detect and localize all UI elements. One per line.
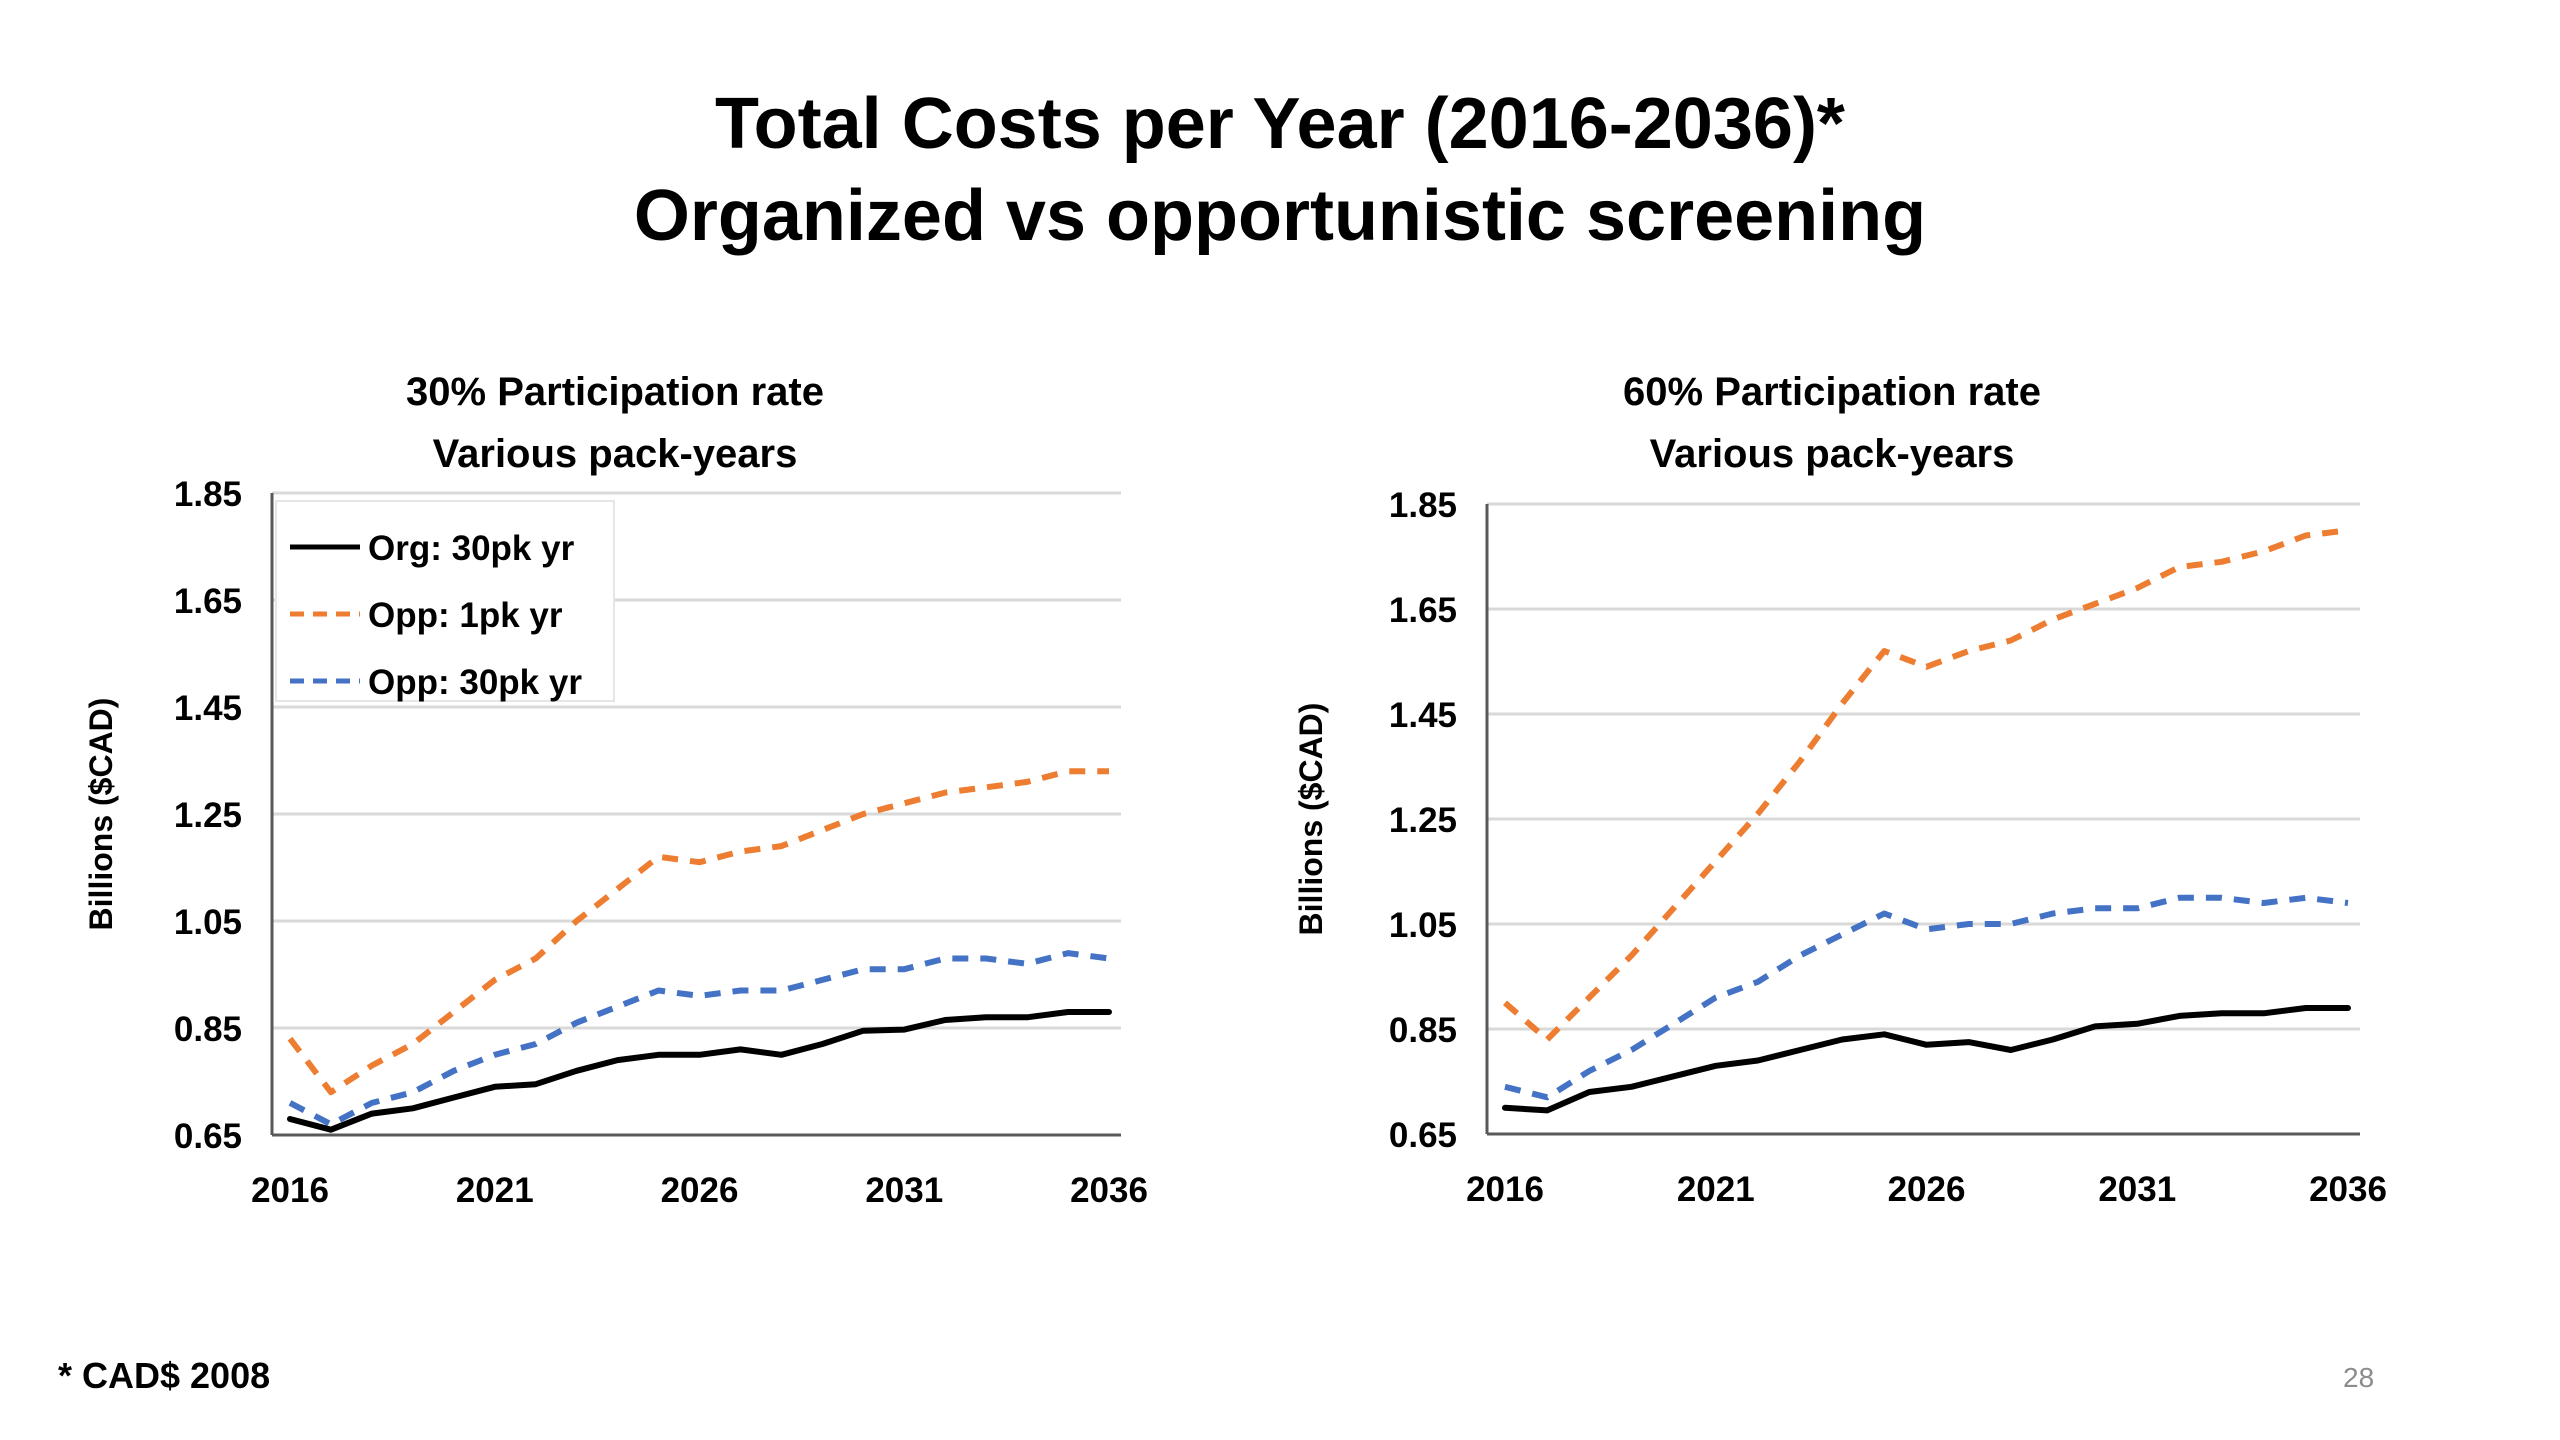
y-tick-label: 0.85	[174, 1010, 242, 1049]
slide-title-line-2: Organized vs opportunistic screening	[633, 176, 1927, 256]
page-number: 28	[2343, 1362, 2375, 1393]
y-tick-label: 1.05	[174, 903, 242, 942]
series-line-opp-30pk	[288, 950, 1110, 1128]
slide-title-line-1: Total Costs per Year (2016-2036)*	[715, 84, 1845, 164]
y-tick-label: 0.65	[1389, 1116, 1457, 1155]
series-line-opp-1pk	[1503, 527, 2349, 1043]
y-axis-label: Billions ($CAD)	[1293, 703, 1329, 936]
chart-subtitle: Various pack-years	[1650, 432, 2015, 476]
x-tick-label: 2031	[2098, 1170, 2176, 1209]
slide-title: Total Costs per Year (2016-2036)* Organi…	[0, 78, 2560, 262]
x-tick-label: 2026	[1888, 1170, 1966, 1209]
series-line-opp-1pk	[287, 768, 1109, 1096]
y-tick-label: 1.65	[174, 582, 242, 621]
y-tick-label: 1.45	[1389, 696, 1457, 735]
y-tick-label: 1.05	[1389, 906, 1457, 945]
x-tick-label: 2016	[1466, 1170, 1544, 1209]
x-tick-label: 2021	[456, 1171, 534, 1210]
y-tick-label: 0.85	[1389, 1011, 1457, 1050]
y-tick-label: 1.85	[1389, 486, 1457, 525]
legend-label: Org: 30pk yr	[368, 529, 575, 568]
footnote: * CAD$ 2008	[58, 1355, 271, 1396]
y-tick-label: 1.45	[174, 689, 242, 728]
y-axis-label: Billions ($CAD)	[83, 698, 119, 931]
chart-subtitle: Various pack-years	[433, 432, 798, 476]
series-line-org	[287, 1009, 1112, 1133]
y-tick-label: 0.65	[174, 1117, 242, 1156]
chart-title: 60% Participation rate	[1623, 370, 2041, 414]
x-tick-label: 2036	[2309, 1170, 2387, 1209]
x-tick-label: 2016	[251, 1171, 329, 1210]
x-tick-label: 2021	[1677, 1170, 1755, 1209]
legend-label: Opp: 1pk yr	[368, 596, 563, 635]
y-tick-label: 1.85	[174, 475, 242, 514]
x-tick-label: 2031	[865, 1171, 943, 1210]
legend-box	[275, 500, 615, 702]
series-line-org	[1502, 1005, 2351, 1114]
chart-title: 30% Participation rate	[406, 370, 824, 414]
x-tick-label: 2036	[1070, 1171, 1148, 1210]
y-tick-label: 1.25	[1389, 801, 1457, 840]
series-line-opp-30pk	[1504, 894, 2349, 1101]
legend: Org: 30pk yr Opp: 1pk yr Opp: 30pk yr	[275, 500, 615, 702]
y-tick-label: 1.25	[174, 796, 242, 835]
legend-label: Opp: 30pk yr	[368, 663, 582, 702]
y-tick-label: 1.65	[1389, 591, 1457, 630]
x-tick-label: 2026	[661, 1171, 739, 1210]
